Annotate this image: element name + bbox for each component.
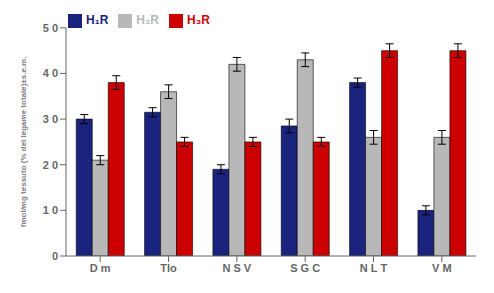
svg-text:1 0: 1 0 xyxy=(43,204,58,216)
svg-text:fmol/mg tessuto (% del legame: fmol/mg tessuto (% del legame totale)±s.… xyxy=(19,57,28,228)
svg-text:5 0: 5 0 xyxy=(43,22,58,34)
svg-text:N S V: N S V xyxy=(222,262,251,274)
html-text:H₁R: H₁R xyxy=(86,13,109,27)
svg-text:D m: D m xyxy=(90,262,111,274)
svg-text:S G C: S G C xyxy=(290,262,320,274)
svg-text:3 0: 3 0 xyxy=(43,113,58,125)
svg-text:4 0: 4 0 xyxy=(43,67,58,79)
html-text:H₃R: H₃R xyxy=(187,13,210,27)
svg-text:2 0: 2 0 xyxy=(43,159,58,171)
svg-text:0: 0 xyxy=(52,250,58,262)
svg-text:V M: V M xyxy=(432,262,452,274)
svg-text:N L T: N L T xyxy=(360,262,388,274)
svg-text:Tlo: Tlo xyxy=(160,262,177,274)
html-text:H₂R: H₂R xyxy=(136,13,159,27)
